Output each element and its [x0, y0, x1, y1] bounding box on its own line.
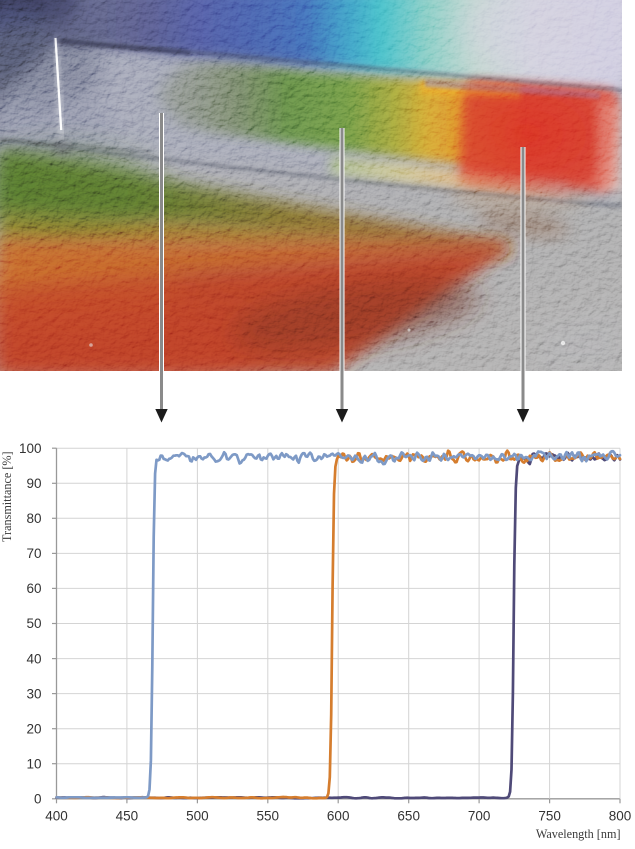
svg-text:10: 10 — [26, 756, 41, 771]
svg-text:90: 90 — [26, 476, 41, 491]
svg-text:450: 450 — [116, 809, 139, 824]
svg-text:550: 550 — [257, 809, 280, 824]
svg-text:60: 60 — [26, 581, 41, 596]
svg-text:Transmittance [%]: Transmittance [%] — [0, 451, 14, 542]
svg-text:80: 80 — [26, 511, 41, 526]
svg-text:700: 700 — [468, 809, 491, 824]
svg-text:750: 750 — [538, 809, 561, 824]
svg-text:50: 50 — [26, 616, 41, 631]
svg-text:800: 800 — [609, 809, 632, 824]
svg-text:20: 20 — [26, 721, 41, 736]
svg-text:70: 70 — [26, 546, 41, 561]
svg-text:600: 600 — [327, 809, 350, 824]
svg-text:650: 650 — [397, 809, 420, 824]
svg-text:Wavelength [nm]: Wavelength [nm] — [536, 827, 621, 841]
svg-text:400: 400 — [45, 809, 68, 824]
svg-text:100: 100 — [19, 441, 42, 456]
svg-text:40: 40 — [26, 651, 41, 666]
svg-text:30: 30 — [26, 686, 41, 701]
svg-text:0: 0 — [34, 792, 42, 807]
svg-text:500: 500 — [186, 809, 209, 824]
